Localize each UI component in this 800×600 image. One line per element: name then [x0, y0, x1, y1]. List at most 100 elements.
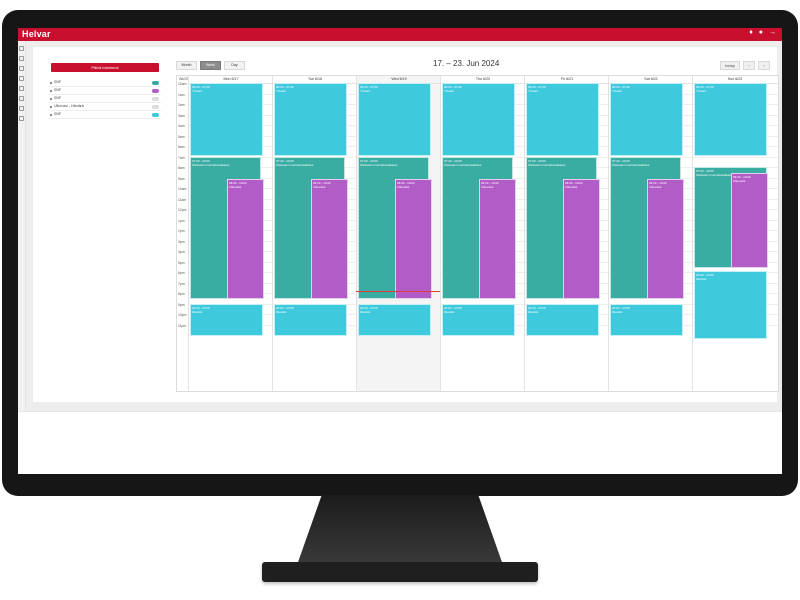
hour-label: 3am [178, 113, 185, 118]
day-column[interactable]: Tue 6/18 00:00 - 07:00 Yövalot 07:00 - 20:0… [272, 76, 357, 391]
nav-icon[interactable] [19, 76, 24, 81]
next-button[interactable]: › [758, 61, 770, 70]
calendar-event[interactable]: 20:00 - 23:00 Iltavalot [442, 304, 515, 336]
schedule-toggle[interactable] [152, 104, 159, 109]
monitor-base [262, 562, 538, 582]
event-time: 00:00 - 07:00 [360, 85, 378, 89]
calendar-event[interactable]: 09:00 - 19:00 Ulkovalot [395, 179, 432, 299]
week-grid: Wk25 12am 1am 2am 3am 4am 5am 6am 7am 8am 9am 10am… [176, 75, 779, 392]
day-column[interactable]: Sat 6/22 00:00 - 07:00 Yövalot 07:00 - 20:0… [608, 76, 693, 391]
hour-label: 7am [178, 155, 185, 160]
header-actions: ♦ ● → [749, 29, 776, 36]
hour-label: 6pm [178, 271, 185, 275]
event-time: 20:00 - 23:00 [612, 306, 630, 310]
day-column[interactable]: Thu 6/20 00:00 - 07:00 Yövalot 07:00 - 20:0… [440, 76, 525, 391]
calendar-event[interactable]: 00:00 - 07:00 Yövalot [190, 83, 263, 156]
calendar-event[interactable]: 09:00 - 19:00 Ulkovalot [731, 173, 768, 268]
event-title: Ulkovalot [733, 179, 746, 183]
today-button[interactable]: today [720, 61, 740, 70]
schedule-item[interactable]: SNF [49, 79, 161, 87]
schedule-toggle[interactable] [152, 112, 159, 117]
event-title: Ulkovalot [229, 185, 242, 189]
day-column[interactable]: Sun 6/23 00:00 - 07:00 Yövalot 07:00 - 20:0… [692, 76, 777, 391]
nav-icon[interactable] [19, 46, 24, 51]
schedule-item[interactable]: SNF [49, 111, 161, 119]
nav-icon[interactable] [19, 56, 24, 61]
calendar-event[interactable]: 20:00 - 23:00 Iltavalot [694, 271, 767, 339]
hour-label: 1pm [178, 218, 185, 223]
tab-day[interactable]: Day [224, 61, 245, 70]
event-time: 09:00 - 19:00 [649, 181, 667, 185]
calendar-event[interactable]: 09:00 - 19:00 Ulkovalot [563, 179, 600, 299]
brand-logo[interactable]: Helvar [22, 29, 51, 39]
tab-month[interactable]: Month [176, 61, 197, 70]
app-screen: Helvar ♦ ● → Päivä toiminnot SNF SNF SNF Ul… [18, 28, 782, 474]
event-title: Iltavalot [192, 310, 203, 314]
bell-icon[interactable]: ♦ [749, 29, 753, 36]
hour-label: 12pm [178, 208, 187, 212]
calendar-event[interactable]: 09:00 - 19:00 Ulkovalot [479, 179, 516, 299]
logout-icon[interactable]: → [769, 29, 776, 36]
event-title: Yövalot [276, 89, 287, 93]
schedule-item[interactable]: Ulkovalo - Hämärä [49, 103, 161, 111]
schedule-label: SNF [54, 88, 62, 92]
expand-icon[interactable] [50, 105, 52, 108]
event-title: Iltavalot [276, 310, 287, 314]
event-title: Yövalot [360, 89, 371, 93]
schedule-toggle[interactable] [152, 88, 159, 93]
calendar-event[interactable]: 00:00 - 07:00 Yövalot [358, 83, 431, 156]
nav-icon[interactable] [19, 106, 24, 111]
event-title: Iltavalot [360, 310, 371, 314]
event-time: 00:00 - 07:00 [276, 85, 294, 89]
prev-button[interactable]: ‹ [743, 61, 755, 70]
new-action-button[interactable]: Päivä toiminnot [51, 63, 159, 72]
nav-icon[interactable] [19, 96, 24, 101]
calendar-event[interactable]: 20:00 - 23:00 Iltavalot [610, 304, 683, 336]
expand-icon[interactable] [50, 97, 52, 100]
event-title: Yövalot [696, 89, 707, 93]
schedule-item[interactable]: SNF [49, 95, 161, 103]
schedule-toggle[interactable] [152, 96, 159, 101]
calendar-event[interactable]: 00:00 - 07:00 Yövalot [442, 83, 515, 156]
calendar-event[interactable]: 00:00 - 07:00 Yövalot [274, 83, 347, 156]
calendar-event[interactable]: 20:00 - 23:00 Iltavalot [190, 304, 263, 336]
expand-icon[interactable] [50, 113, 52, 116]
schedule-label: Ulkovalo - Hämärä [54, 104, 84, 108]
calendar-event[interactable]: 09:00 - 19:00 Ulkovalot [227, 179, 264, 299]
nav-icon[interactable] [19, 66, 24, 71]
event-title: Yövalot [528, 89, 539, 93]
event-time: 20:00 - 23:00 [360, 306, 378, 310]
event-title: Oletusarvo toimistovalaistus [612, 163, 650, 167]
day-column[interactable]: Fri 6/21 00:00 - 07:00 Yövalot 07:00 - 20:0… [524, 76, 609, 391]
calendar-event[interactable]: 00:00 - 07:00 Yövalot [610, 83, 683, 156]
schedule-list: SNF SNF SNF Ulkovalo - Hämärä SNF [49, 79, 161, 119]
event-time: 20:00 - 23:00 [276, 306, 294, 310]
user-icon[interactable]: ● [758, 29, 763, 36]
schedule-toggle[interactable] [152, 80, 159, 85]
hour-label: 11am [178, 197, 187, 202]
event-time: 20:00 - 23:00 [444, 306, 462, 310]
event-title: Oletusarvo toimistovalaistus [276, 163, 314, 167]
schedule-item[interactable]: SNF [49, 87, 161, 95]
day-column[interactable]: Wed 6/19 00:00 - 07:00 Yövalot 07:00 - 20:0… [356, 76, 441, 391]
calendar-event[interactable]: 20:00 - 23:00 Iltavalot [274, 304, 347, 336]
nav-icon[interactable] [19, 86, 24, 91]
hour-label: 8pm [178, 292, 185, 296]
monitor-stand [297, 495, 503, 565]
nav-icon[interactable] [19, 116, 24, 121]
event-title: Oletusarvo toimistovalaistus [192, 163, 230, 167]
calendar-event[interactable]: 09:00 - 19:00 Ulkovalot [647, 179, 684, 299]
event-time: 07:00 - 20:00 [276, 159, 294, 163]
calendar-event[interactable]: 20:00 - 23:00 Iltavalot [526, 304, 599, 336]
calendar-event[interactable]: 09:00 - 19:00 Ulkovalot [311, 179, 348, 299]
calendar-event[interactable]: 00:00 - 07:00 Yövalot [526, 83, 599, 156]
expand-icon[interactable] [50, 81, 52, 84]
expand-icon[interactable] [50, 89, 52, 92]
event-title: Oletusarvo toimistovalaistus [360, 163, 398, 167]
event-title: Iltavalot [612, 310, 623, 314]
day-column[interactable]: Mon 6/17 00:00 - 07:00 Yövalot 07:00 - 20:0… [188, 76, 273, 391]
calendar-event[interactable]: 00:00 - 07:00 Yövalot [694, 83, 767, 156]
hour-label: 11pm [178, 323, 187, 328]
calendar-event[interactable]: 20:00 - 23:00 Iltavalot [358, 304, 431, 336]
tab-week[interactable]: Week [200, 61, 221, 70]
